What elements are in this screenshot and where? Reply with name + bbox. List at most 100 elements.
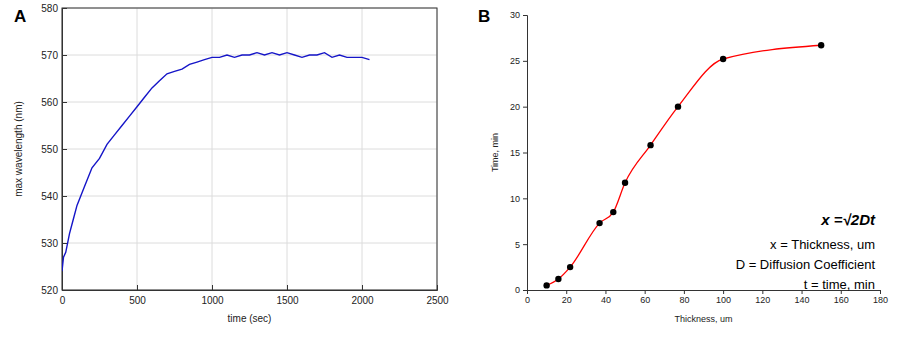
x-tick: 20: [562, 290, 572, 305]
y-tick-mark: [62, 243, 67, 244]
y-tick: 10: [510, 194, 527, 204]
x-tick-mark: [566, 290, 567, 294]
panel-title: A: [14, 7, 26, 26]
y-axis: 520 530 540 550 560 570 580: [41, 3, 67, 296]
x-tick: 0: [525, 290, 530, 305]
grid-line-y: [62, 102, 437, 103]
panel: 020406080100120140160180051015202530BThi…: [478, 7, 888, 324]
x-tick-label: 2000: [351, 295, 374, 306]
x-tick-mark: [212, 285, 213, 290]
x-tick: 1000: [201, 285, 224, 306]
x-tick-label: 1500: [276, 295, 299, 306]
x-tick-label: 20: [562, 295, 572, 305]
x-tick-label: 500: [129, 295, 146, 306]
y-tick-label: 580: [41, 3, 58, 14]
y-tick-label: 25: [510, 56, 520, 66]
x-tick-label: 60: [640, 295, 650, 305]
data-point: [610, 209, 616, 215]
data-point: [720, 56, 726, 62]
x-axis-title: Thickness, um: [674, 314, 732, 324]
y-tick: 550: [41, 144, 67, 155]
data-point: [622, 180, 628, 186]
plot-frame: [62, 8, 437, 290]
y-tick-mark: [523, 107, 527, 108]
data-line: [62, 53, 370, 272]
x-axis-line: [63, 285, 438, 291]
x-tick: 60: [640, 290, 650, 305]
x-axis: 0 20 40 60 80 100 120 140 160 180: [525, 290, 888, 305]
x-tick-label: 100: [716, 295, 731, 305]
annotation: x =√2Dt: [820, 211, 876, 228]
annotation: x = Thickness, um: [770, 237, 875, 252]
figure: 0500100015002000250052053054055056057058…: [0, 0, 915, 337]
y-tick: 530: [41, 238, 67, 249]
y-tick: 20: [510, 102, 527, 112]
x-tick: 80: [679, 290, 689, 305]
x-tick-label: 0: [525, 295, 530, 305]
x-tick: 180: [873, 290, 888, 305]
x-tick: 140: [795, 290, 810, 305]
x-tick-mark: [802, 290, 803, 294]
y-axis-title: max wavelength (nm): [13, 101, 24, 197]
data-point: [818, 42, 824, 48]
y-tick: 540: [41, 191, 67, 202]
y-tick: 0: [515, 285, 527, 295]
x-tick-mark: [362, 285, 363, 290]
y-tick: 15: [510, 148, 527, 158]
x-tick-label: 40: [601, 295, 611, 305]
data-point: [543, 282, 549, 288]
x-tick-mark: [605, 290, 606, 294]
y-tick-mark: [523, 290, 527, 291]
x-tick: 160: [834, 290, 849, 305]
y-tick-label: 570: [41, 50, 58, 61]
y-tick-label: 30: [510, 10, 520, 20]
grid-line-y: [62, 243, 437, 244]
x-tick: 120: [755, 290, 770, 305]
x-tick-mark: [437, 285, 438, 290]
y-tick: 560: [41, 97, 67, 108]
x-tick-label: 180: [873, 295, 888, 305]
grid-line-y: [62, 149, 437, 150]
data-point: [567, 264, 573, 270]
panel: 0 500 1000 1500 2000 2500 520 530 540 550 560 570 58…: [13, 3, 449, 324]
x-tick-mark: [137, 285, 138, 290]
x-tick: 2500: [426, 285, 449, 306]
y-tick-mark: [62, 290, 67, 291]
y-tick: 5: [515, 240, 527, 250]
y-axis-line: [523, 16, 528, 291]
annotation: D = Diffusion Coefficient: [736, 257, 876, 272]
y-tick-mark: [523, 244, 527, 245]
y-tick-mark: [62, 55, 67, 56]
y-axis-title: Time, min: [490, 133, 500, 172]
y-tick-mark: [523, 153, 527, 154]
y-tick-mark: [62, 149, 67, 150]
x-tick-label: 160: [834, 295, 849, 305]
x-tick-label: 0: [60, 295, 66, 306]
y-tick-label: 0: [515, 285, 520, 295]
y-tick: 25: [510, 56, 527, 66]
y-tick: 30: [510, 10, 527, 20]
y-tick: 520: [41, 285, 67, 296]
x-tick-label: 140: [795, 295, 810, 305]
y-tick: 570: [41, 50, 67, 61]
y-tick-mark: [62, 102, 67, 103]
x-tick-label: 2500: [426, 295, 449, 306]
data-point: [675, 103, 681, 109]
y-tick: 580: [41, 3, 67, 14]
x-tick-mark: [723, 290, 724, 294]
data-point: [647, 142, 653, 148]
y-tick-label: 530: [41, 238, 58, 249]
plot-area: [62, 53, 370, 272]
x-tick-mark: [880, 290, 881, 294]
x-tick-mark: [645, 290, 646, 294]
y-tick-mark: [523, 61, 527, 62]
x-tick: 100: [716, 290, 731, 305]
y-tick-label: 20: [510, 102, 520, 112]
data-point: [555, 276, 561, 282]
y-tick-label: 15: [510, 148, 520, 158]
annotation: t = time, min: [804, 277, 875, 292]
x-tick: 2000: [351, 285, 374, 306]
x-tick: 40: [601, 290, 611, 305]
y-tick-label: 550: [41, 144, 58, 155]
x-tick-mark: [287, 285, 288, 290]
